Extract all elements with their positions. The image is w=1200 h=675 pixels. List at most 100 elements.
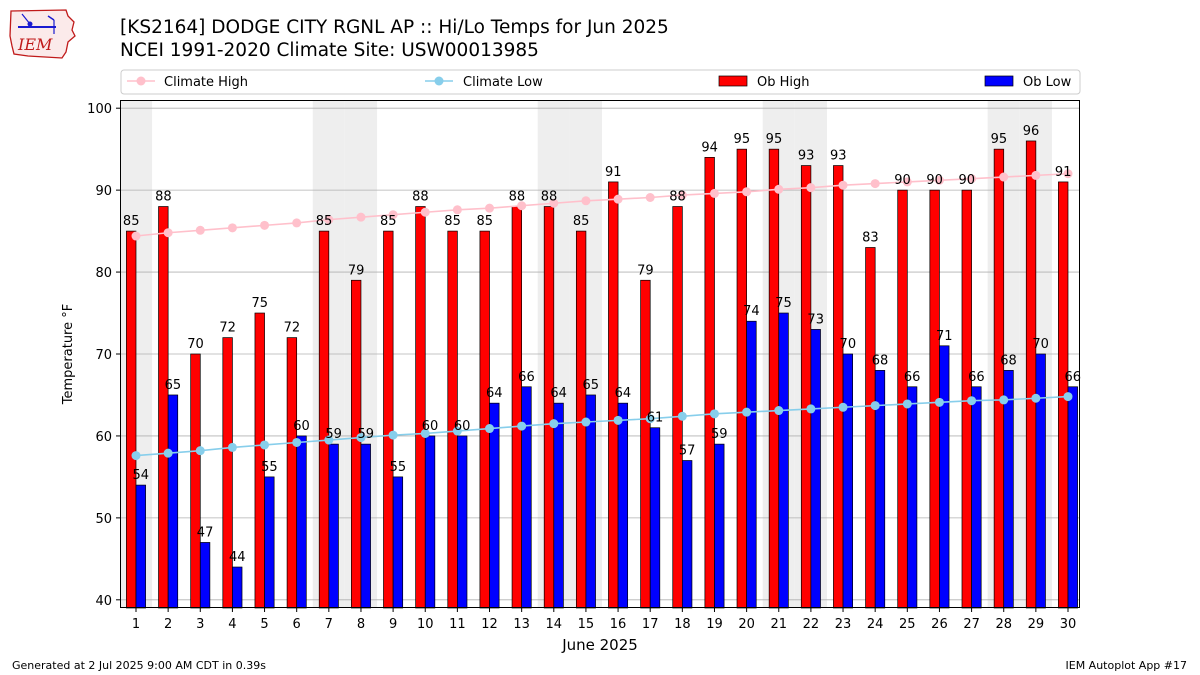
ob-high-bar-day-17 — [640, 279, 651, 609]
ob-low-value-label-day-27: 66 — [968, 370, 985, 385]
x-tick-label-24: 24 — [867, 617, 884, 632]
ob-high-value-label-day-15: 85 — [573, 214, 590, 229]
x-tick-label-23: 23 — [835, 617, 852, 632]
ob-high-value-label-day-7: 85 — [316, 214, 333, 229]
climate-low-point-day-13 — [517, 421, 527, 431]
ob-low-bar-day-20 — [746, 320, 757, 609]
x-tick-label-13: 13 — [513, 617, 530, 632]
x-tick-label-3: 3 — [196, 617, 204, 632]
ob-low-value-label-day-29: 70 — [1032, 337, 1049, 352]
climate-high-point-day-11 — [452, 205, 462, 215]
ob-high-bar-day-2 — [158, 206, 169, 609]
ob-low-bar-day-4 — [232, 566, 243, 609]
ob-high-value-label-day-8: 79 — [348, 263, 365, 278]
ob-low-value-label-day-23: 70 — [840, 337, 857, 352]
ob-low-value-label-day-10: 60 — [422, 419, 439, 434]
ob-high-bar-day-7 — [318, 230, 330, 609]
climate-low-point-day-9 — [388, 430, 398, 440]
climate-low-point-day-20 — [742, 407, 752, 417]
climate-high-point-day-16 — [613, 194, 623, 204]
x-tick-label-4: 4 — [228, 617, 236, 632]
ob-high-value-label-day-11: 85 — [444, 214, 461, 229]
x-tick-label-12: 12 — [481, 617, 498, 632]
ob-low-bar-day-22 — [810, 329, 821, 609]
ob-low-value-label-day-22: 73 — [807, 312, 824, 327]
climate-low-point-day-7 — [324, 435, 334, 445]
climate-low-point-day-14 — [549, 419, 559, 429]
ob-low-value-label-day-8: 59 — [357, 427, 374, 442]
legend: Climate High Climate Low Ob High Ob Low — [120, 69, 1081, 95]
ob-high-value-label-day-4: 72 — [219, 321, 236, 336]
climate-low-point-day-16 — [613, 415, 623, 425]
climate-high-point-day-27 — [967, 174, 977, 184]
climate-high-point-day-13 — [517, 201, 527, 211]
climate-low-point-day-27 — [967, 396, 977, 406]
ob-high-value-label-day-10: 88 — [412, 190, 429, 205]
climate-high-point-day-26 — [934, 175, 944, 185]
climate-low-point-day-21 — [774, 406, 784, 416]
climate-high-point-day-6 — [292, 218, 302, 228]
climate-high-point-day-7 — [324, 215, 334, 225]
ob-high-value-label-day-9: 85 — [380, 214, 397, 229]
climate-low-point-day-6 — [292, 437, 302, 447]
ob-low-bar-day-27 — [971, 386, 982, 609]
legend-box — [120, 69, 1081, 95]
ob-high-value-label-day-13: 88 — [509, 190, 526, 205]
climate-low-point-day-26 — [934, 397, 944, 407]
climate-high-point-day-20 — [742, 187, 752, 197]
ob-high-bar-day-13 — [511, 206, 523, 609]
climate-high-point-day-1 — [131, 231, 141, 241]
y-tick-label-40: 40 — [95, 594, 112, 609]
x-tick-label-9: 9 — [389, 617, 397, 632]
climate-low-point-day-29 — [1031, 393, 1041, 403]
chart-subtitle: NCEI 1991-2020 Climate Site: USW00013985 — [120, 40, 539, 61]
ob-low-bar-day-13 — [521, 386, 532, 609]
climate-low-point-day-24 — [870, 401, 880, 411]
ob-low-value-label-day-11: 60 — [454, 419, 471, 434]
ob-high-value-label-day-28: 95 — [991, 132, 1008, 147]
ob-low-bar-day-15 — [585, 394, 596, 609]
ob-high-bar-day-9 — [383, 230, 394, 609]
climate-high-point-day-28 — [999, 172, 1009, 182]
logo-text: IEM — [17, 35, 53, 54]
ob-high-value-label-day-12: 85 — [476, 214, 493, 229]
plot-frame — [120, 100, 1080, 608]
ob-low-value-label-day-12: 64 — [486, 386, 503, 401]
ob-low-value-label-day-16: 64 — [615, 386, 632, 401]
ob-high-value-label-day-26: 90 — [926, 173, 943, 188]
climate-high-point-day-5 — [260, 220, 270, 230]
ob-high-value-label-day-27: 90 — [959, 173, 976, 188]
x-tick-label-5: 5 — [260, 617, 268, 632]
ob-high-bar-day-29 — [1025, 140, 1037, 609]
climate-low-point-day-10 — [420, 428, 430, 438]
x-axis-label: June 2025 — [561, 636, 638, 654]
ob-low-value-label-day-7: 59 — [325, 427, 342, 442]
y-axis-label: Temperature °F — [61, 304, 76, 405]
ob-low-bar-day-16 — [617, 402, 629, 609]
ob-high-bar-day-14 — [543, 206, 555, 609]
x-tick-label-15: 15 — [578, 617, 595, 632]
legend-label-climate-low: Climate Low — [463, 75, 543, 90]
x-tick-label-26: 26 — [931, 617, 948, 632]
climate-high-point-day-19 — [709, 188, 719, 198]
y-tick-label-60: 60 — [95, 430, 112, 445]
ob-low-value-label-day-17: 61 — [647, 411, 664, 426]
ob-high-value-label-day-23: 93 — [830, 149, 847, 164]
climate-low-point-day-11 — [452, 426, 462, 436]
climate-high-point-day-21 — [774, 184, 784, 194]
ob-high-bar-day-8 — [351, 279, 362, 609]
x-tick-label-28: 28 — [995, 617, 1012, 632]
ob-low-bar-day-18 — [681, 460, 693, 609]
legend-item-ob-high: Ob High — [718, 75, 810, 90]
climate-low-point-day-23 — [838, 402, 848, 412]
ob-high-bar-day-23 — [833, 165, 844, 609]
climate-low-point-day-19 — [709, 409, 719, 419]
x-tick-label-22: 22 — [803, 617, 820, 632]
ob-low-bar-day-26 — [939, 345, 950, 609]
climate-lines-layer — [131, 169, 1073, 461]
ob-low-bar-day-25 — [906, 386, 918, 609]
ob-high-value-label-day-1: 85 — [123, 214, 140, 229]
climate-high-point-day-14 — [549, 198, 559, 208]
ob-high-value-label-day-30: 91 — [1055, 165, 1072, 180]
ob-high-value-label-day-21: 95 — [766, 132, 783, 147]
